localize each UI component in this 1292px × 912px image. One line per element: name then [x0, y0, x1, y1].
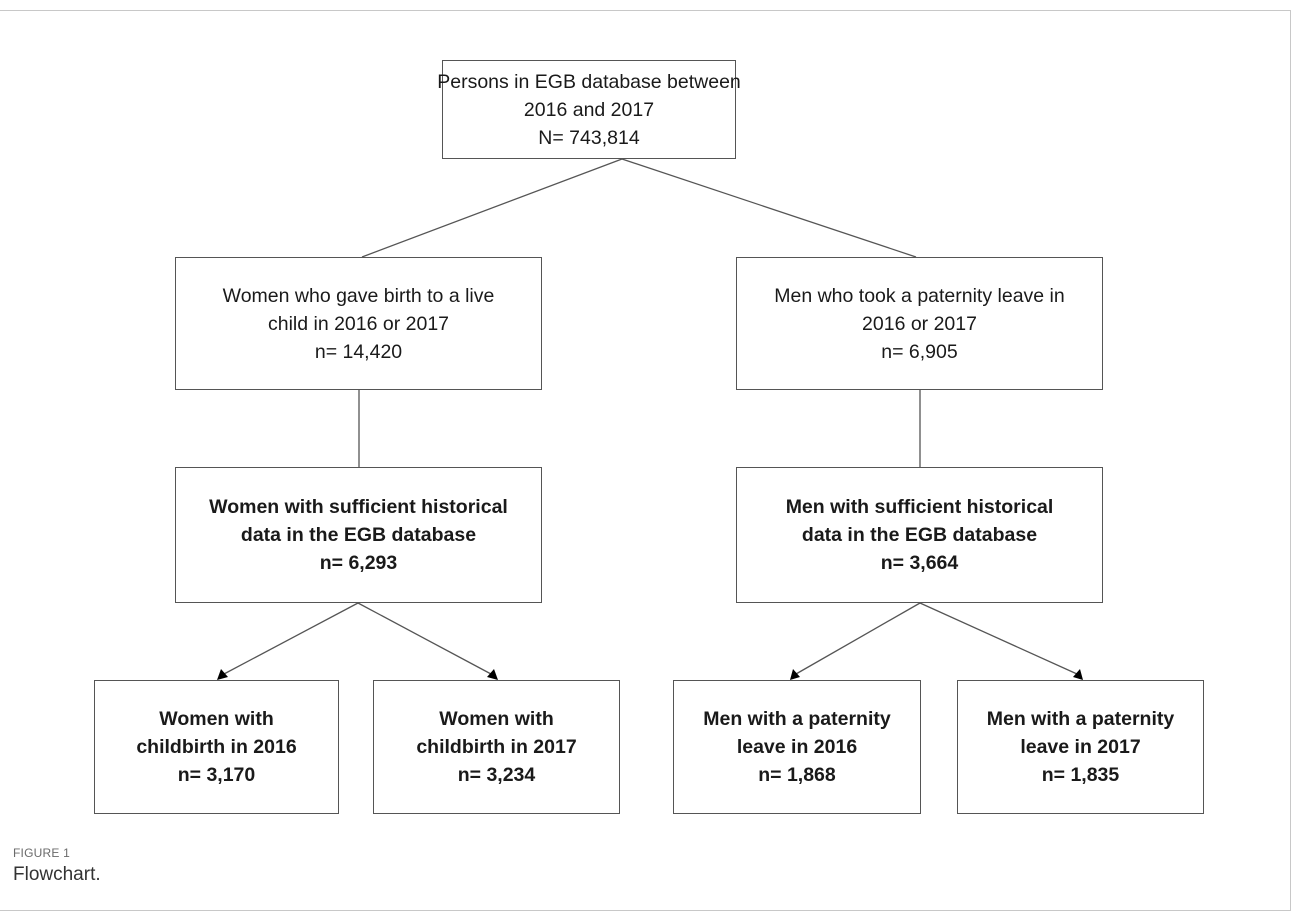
arrowhead-women-2017 [487, 669, 498, 680]
node-count: n= 3,170 [177, 764, 256, 786]
connector-top-to-men [621, 158, 917, 258]
figure-frame [0, 10, 1291, 911]
node-line: Men with a paternity [703, 708, 891, 730]
arrowhead-men-2017 [1073, 669, 1083, 680]
node-count: n= 1,868 [758, 764, 836, 786]
node-persons-in-egb: Persons in EGB database between 2016 and… [437, 60, 741, 159]
node-line: child in 2016 or 2017 [267, 312, 450, 335]
connector-men-hist-to-2016 [795, 602, 921, 675]
node-line: Women who gave birth to a live [222, 284, 495, 307]
connector-men-hist-to-2017 [919, 602, 1078, 675]
node-line: childbirth in 2017 [416, 736, 577, 758]
node-count: n= 3,664 [880, 552, 959, 574]
node-count: n= 6,905 [881, 340, 958, 363]
node-line: leave in 2016 [736, 736, 858, 758]
arrowhead-men-2016 [790, 669, 800, 680]
node-women-childbirth-2017: Women with childbirth in 2017 n= 3,234 [373, 680, 620, 814]
node-men-paternity-2017: Men with a paternity leave in 2017 n= 1,… [957, 680, 1204, 814]
node-men-sufficient-data: Men with sufficient historical data in t… [736, 467, 1103, 603]
node-line: Women with [159, 708, 274, 730]
connector-women-hist-to-2016 [223, 602, 359, 675]
node-line: leave in 2017 [1020, 736, 1141, 758]
node-men-paternity-2016: Men with a paternity leave in 2016 n= 1,… [673, 680, 921, 814]
node-count: n= 3,234 [457, 764, 536, 786]
node-line: 2016 or 2017 [862, 312, 977, 335]
node-count: n= 6,293 [319, 552, 398, 574]
figure-label: FIGURE 1 [13, 846, 70, 860]
node-count: n= 14,420 [314, 340, 403, 363]
node-line: 2016 and 2017 [523, 98, 655, 121]
node-line: data in the EGB database [801, 524, 1038, 546]
node-line: Men who took a paternity leave in [774, 284, 1065, 307]
node-count: n= 1,835 [1041, 764, 1120, 786]
node-line: Men with sufficient historical [785, 496, 1054, 518]
node-line: childbirth in 2016 [136, 736, 297, 758]
node-line: Women with sufficient historical [209, 496, 508, 518]
connector-top-to-women [361, 158, 623, 258]
node-women-sufficient-data: Women with sufficient historical data in… [175, 467, 542, 603]
node-men-paternity-leave: Men who took a paternity leave in 2016 o… [736, 257, 1103, 390]
node-women-gave-birth: Women who gave birth to a live child in … [175, 257, 542, 390]
node-line: data in the EGB database [240, 524, 477, 546]
node-line: Men with a paternity [986, 708, 1175, 730]
node-line: Persons in EGB database between [437, 70, 741, 93]
connector-women-hist-to-2017 [357, 602, 492, 675]
arrowhead-women-2016 [217, 669, 228, 680]
figure-caption: Flowchart. [13, 864, 101, 885]
node-line: Women with [439, 708, 554, 730]
node-women-childbirth-2016: Women with childbirth in 2016 n= 3,170 [94, 680, 339, 814]
node-count: N= 743,814 [538, 126, 640, 149]
